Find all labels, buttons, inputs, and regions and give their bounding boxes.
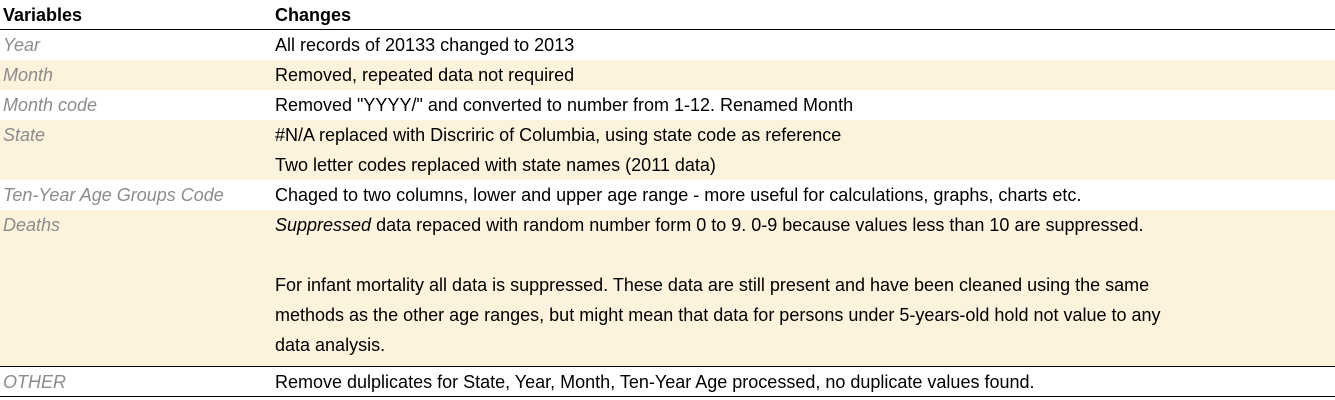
variable-name: Month code xyxy=(3,95,98,115)
change-text-block: #N/A replaced with Discriric of Columbia… xyxy=(275,120,1330,180)
variable-name: Ten-Year Age Groups Code xyxy=(3,185,224,205)
change-text: All records of 20133 changed to 2013 xyxy=(275,35,575,55)
change-text-block: Suppressed data repaced with random numb… xyxy=(275,210,1330,360)
change-text: data repaced with random number form 0 t… xyxy=(371,215,1144,235)
change-text: Two letter codes replaced with state nam… xyxy=(275,155,716,175)
variable-name: Deaths xyxy=(3,215,61,235)
table-row: Ten-Year Age Groups Code Chaged to two c… xyxy=(0,180,1335,210)
change-text: data analysis. xyxy=(275,335,386,355)
table-row: State #N/A replaced with Discriric of Co… xyxy=(0,120,1335,180)
table-row: Month code Removed "YYYY/" and converted… xyxy=(0,90,1335,120)
change-text: Remove dulplicates for State, Year, Mont… xyxy=(275,372,1035,392)
change-text: Removed "YYYY/" and converted to number … xyxy=(275,95,854,115)
change-text: methods as the other age ranges, but mig… xyxy=(275,305,1161,325)
table-row: Year All records of 20133 changed to 201… xyxy=(0,30,1335,60)
variable-name: Year xyxy=(3,35,41,55)
table-row: Month Removed, repeated data not require… xyxy=(0,60,1335,90)
variable-name: State xyxy=(3,125,46,145)
table-row: OTHER Remove dulplicates for State, Year… xyxy=(0,367,1335,397)
header-row: Variables Changes xyxy=(0,0,1335,30)
paragraph-gap xyxy=(275,240,1330,270)
emphasis-text: Suppressed xyxy=(275,215,372,235)
change-text: Removed, repeated data not required xyxy=(275,65,575,85)
change-text: Chaged to two columns, lower and upper a… xyxy=(275,185,1082,205)
bottom-rule xyxy=(0,396,1335,397)
change-text: #N/A replaced with Discriric of Columbia… xyxy=(275,125,842,145)
variable-name: Month xyxy=(3,65,54,85)
header-variables: Variables xyxy=(3,5,83,25)
header-rule xyxy=(0,29,1335,30)
row-rule xyxy=(0,366,1335,367)
header-changes: Changes xyxy=(275,5,352,25)
change-text: For infant mortality all data is suppres… xyxy=(275,275,1150,295)
table-row: Deaths Suppressed data repaced with rand… xyxy=(0,210,1335,366)
variable-name: OTHER xyxy=(3,372,66,392)
